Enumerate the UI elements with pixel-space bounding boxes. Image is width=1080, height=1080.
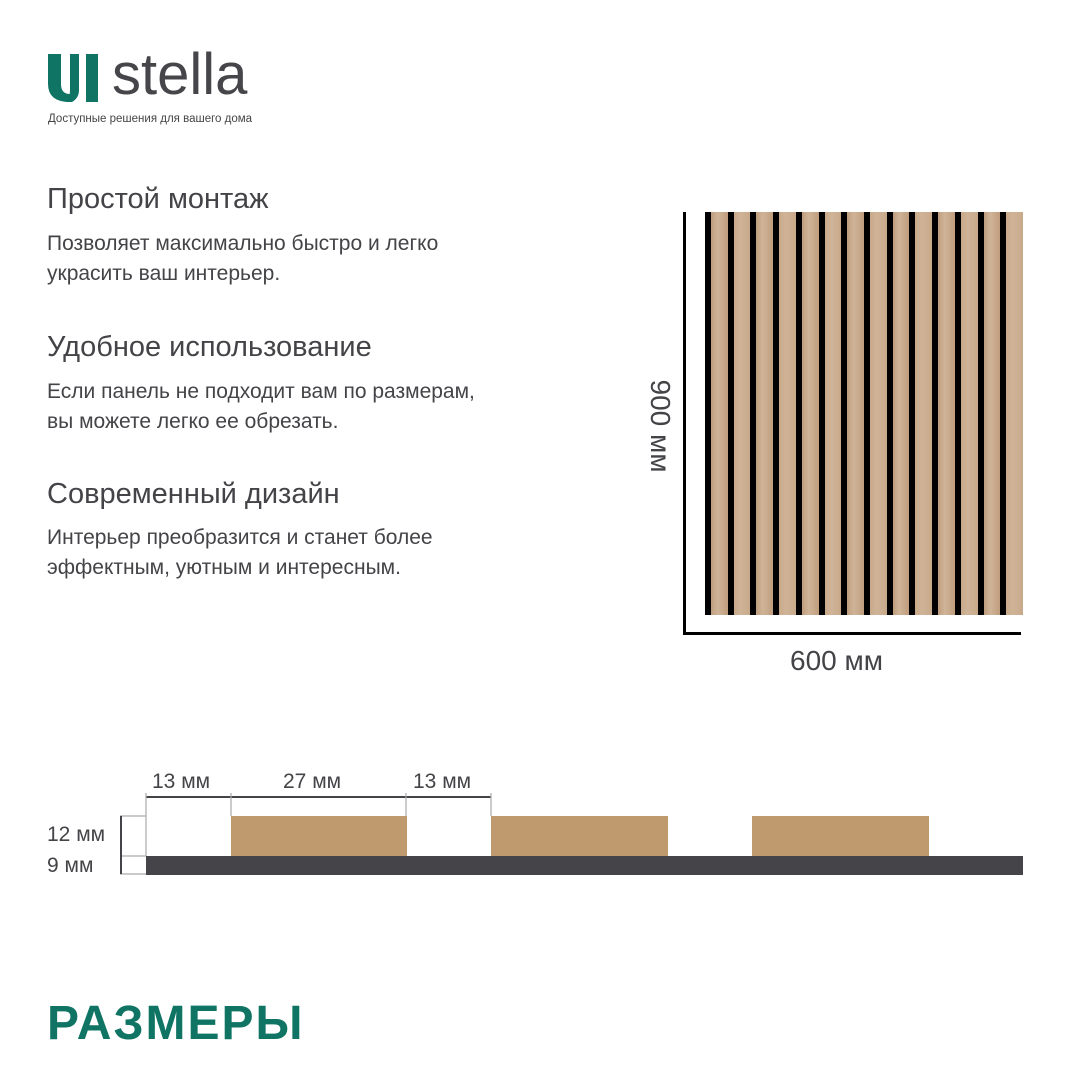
panel-slat: [824, 212, 842, 615]
page-title: РАЗМЕРЫ: [47, 997, 305, 1050]
panel-slat: [779, 212, 796, 615]
panel-gap: [864, 212, 870, 615]
profile-base: [146, 856, 1023, 875]
slat-height-label: 12 мм: [47, 823, 106, 846]
panel-slat: [983, 212, 1001, 615]
panel-gap: [795, 212, 802, 615]
profile-slat: [491, 816, 668, 856]
panel-gap: [886, 212, 893, 615]
panel-gap: [705, 212, 711, 615]
panel-gap: [727, 212, 734, 615]
stella-logo-icon: [48, 54, 98, 102]
feature-text: Позволяет максимально быстро и легко укра…: [47, 232, 439, 285]
panel-slat: [1006, 212, 1023, 615]
panel-gap: [773, 212, 780, 615]
panel-gap: [818, 212, 825, 615]
feature-title: Простой монтаж: [47, 183, 269, 215]
panel-slat: [711, 212, 728, 615]
panel-slat: [801, 212, 819, 615]
slat-width-label: 27 мм: [283, 770, 342, 793]
panel-gap: [977, 212, 984, 615]
feature-text: Интерьер преобразится и станет более эффе…: [47, 526, 433, 579]
base-height-label: 9 мм: [47, 854, 94, 877]
panel-slat: [870, 212, 887, 615]
panel-slat: [938, 212, 955, 615]
brand-name: stella: [112, 42, 248, 107]
panel-slat: [892, 212, 910, 615]
panel-gap: [841, 212, 848, 615]
panel-gap: [909, 212, 916, 615]
slat-panel-image: [705, 212, 1023, 615]
brand-tagline: Доступные решения для вашего дома: [48, 113, 253, 125]
width-label: 600 мм: [790, 645, 883, 676]
panel-gap: [1000, 212, 1007, 615]
gap-label: 13 мм: [152, 770, 211, 793]
profile-slat: [752, 816, 929, 856]
panel-gap: [750, 212, 757, 615]
profile-slat: [231, 816, 407, 856]
panel-slat: [915, 212, 933, 615]
panel-gap: [932, 212, 939, 615]
panel-slat: [960, 212, 978, 615]
panel-gap: [954, 212, 961, 615]
width-axis-line: [683, 632, 1021, 635]
height-axis-line: [683, 212, 686, 635]
feature-title: Современный дизайн: [47, 478, 340, 510]
panel-slat: [733, 212, 751, 615]
feature-title: Удобное использование: [47, 331, 372, 363]
feature-text: Если панель не подходит вам по размерам,…: [47, 380, 475, 433]
gap-label: 13 мм: [413, 770, 472, 793]
panel-slat: [847, 212, 864, 615]
panel-slat: [756, 212, 774, 615]
